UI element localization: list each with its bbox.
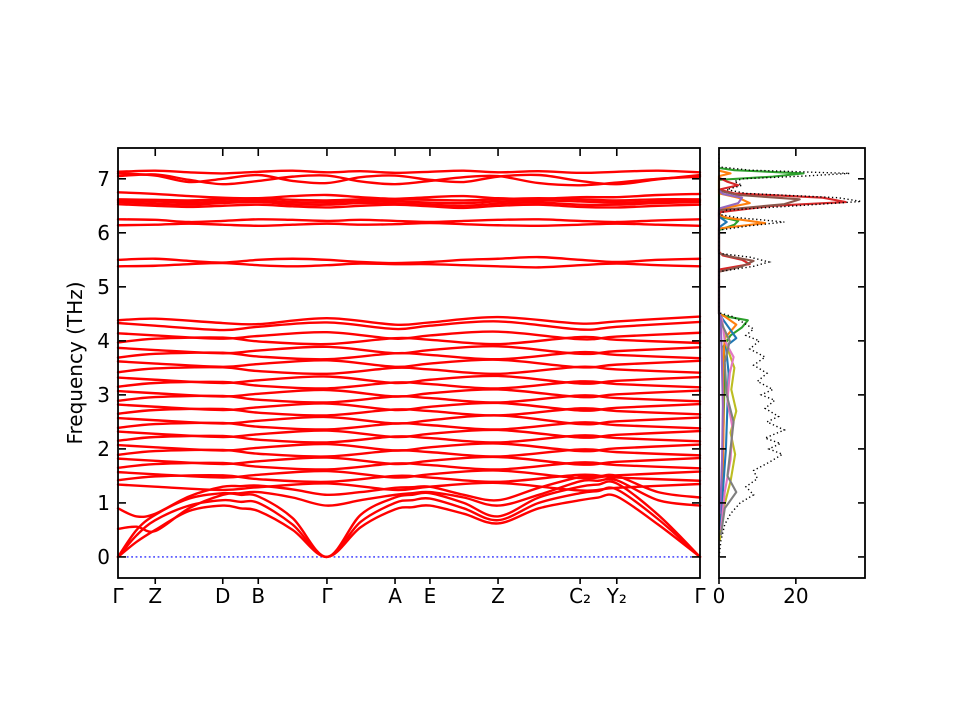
phonon-band [116,173,702,187]
phonon-band [116,358,702,369]
k-point-label: Γ [321,584,333,608]
phonon-band [116,191,702,201]
phonon-band [116,221,702,228]
dos-tick-label: 0 [712,584,726,608]
phonon-band [116,218,702,224]
k-point-label: Y₂ [606,584,627,608]
pdos-brown [717,189,801,273]
phonon-band [116,199,702,205]
k-point-label: C₂ [569,584,592,608]
y-tick-label: 1 [97,490,110,515]
y-tick-label: 7 [97,166,110,191]
phonon-band [116,469,702,480]
phonon-band [116,255,702,265]
pdos-gray [717,313,738,536]
k-point-label: A [388,584,402,608]
phonon-band [116,315,702,327]
phonon-band [116,480,702,559]
phonon-band [116,344,702,356]
k-point-label: Γ [694,584,706,608]
phonon-band [116,320,702,332]
y-tick-label: 5 [97,274,110,299]
phonon-band [116,473,702,484]
k-point-label: Γ [112,584,124,608]
y-tick-label: 3 [97,382,110,407]
phonon-band [116,388,702,399]
phonon-band [116,481,702,492]
k-point-label: Z [148,584,163,608]
k-point-label: D [215,584,231,608]
phonon-band [116,401,702,412]
phonon-band [116,200,702,208]
phonon-band [116,374,702,385]
phonon-band [116,473,702,519]
k-point-label: B [251,584,266,608]
y-tick-label: 4 [97,328,110,353]
y-tick-label: 0 [97,544,110,569]
phonon-band [116,493,702,559]
k-point-label: E [423,584,437,608]
phonon-band [116,414,702,426]
phonon-band [116,428,702,439]
phonon-band [116,172,702,186]
y-tick-label: 6 [97,220,110,245]
phonon-band [116,442,702,453]
total-dos [716,151,862,558]
phonon-band [116,477,702,533]
dos-tick-label: 20 [783,584,809,608]
y-tick-label: 2 [97,436,110,461]
k-point-label: Z [491,584,505,608]
phonon-band [116,330,702,341]
phonon-band [116,169,702,175]
phonon-band [116,455,702,466]
